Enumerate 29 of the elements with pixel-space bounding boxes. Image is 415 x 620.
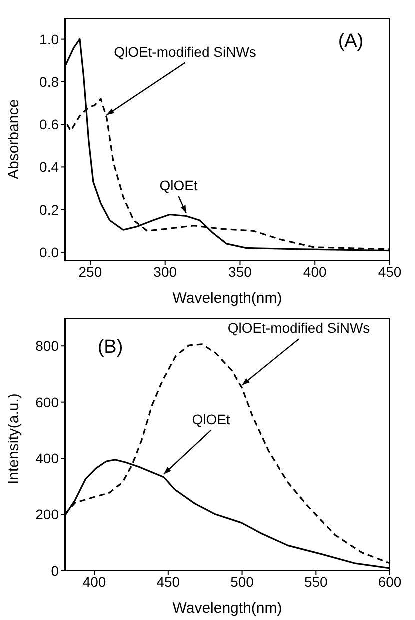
text: QlOEt-modified SiNWs xyxy=(114,44,256,60)
y-tick-label: 0.2 xyxy=(40,202,60,218)
y-tick-label: 0.0 xyxy=(40,244,60,260)
y-tick-label: 1.0 xyxy=(40,31,60,48)
series-label: QlOEt xyxy=(160,178,198,194)
x-tick-label: 600 xyxy=(378,574,402,590)
y-tick-label: 0 xyxy=(51,562,60,579)
x-tick-label: 350 xyxy=(228,264,252,280)
x-axis-title: Wavelength(nm) xyxy=(172,290,282,307)
y-tick-label: 400 xyxy=(36,450,60,467)
x-tick-label: 500 xyxy=(230,574,254,590)
y-tick-label: 0.4 xyxy=(40,159,60,176)
x-tick-label: 550 xyxy=(304,574,328,590)
x-axis-title: Wavelength(nm) xyxy=(172,600,282,617)
y-tick-label: 200 xyxy=(36,506,60,523)
text: QlOEt xyxy=(192,411,230,428)
text: (B) xyxy=(98,337,124,360)
x-tick-label: 400 xyxy=(303,264,328,280)
y-tick-label: 0.6 xyxy=(40,116,60,133)
text: (A) xyxy=(338,31,364,54)
x-tick-label: 250 xyxy=(78,264,102,280)
y-tick-label: 0.8 xyxy=(40,74,60,90)
y-tick-label: 600 xyxy=(36,394,60,410)
x-tick-label: 400 xyxy=(82,574,106,590)
x-tick-label: 300 xyxy=(154,264,178,280)
x-tick-label: 450 xyxy=(378,264,402,280)
x-tick-label: 450 xyxy=(156,574,180,590)
y-tick-label: 800 xyxy=(36,338,60,354)
series-label: QlOEt-modified SiNWs xyxy=(228,320,370,336)
